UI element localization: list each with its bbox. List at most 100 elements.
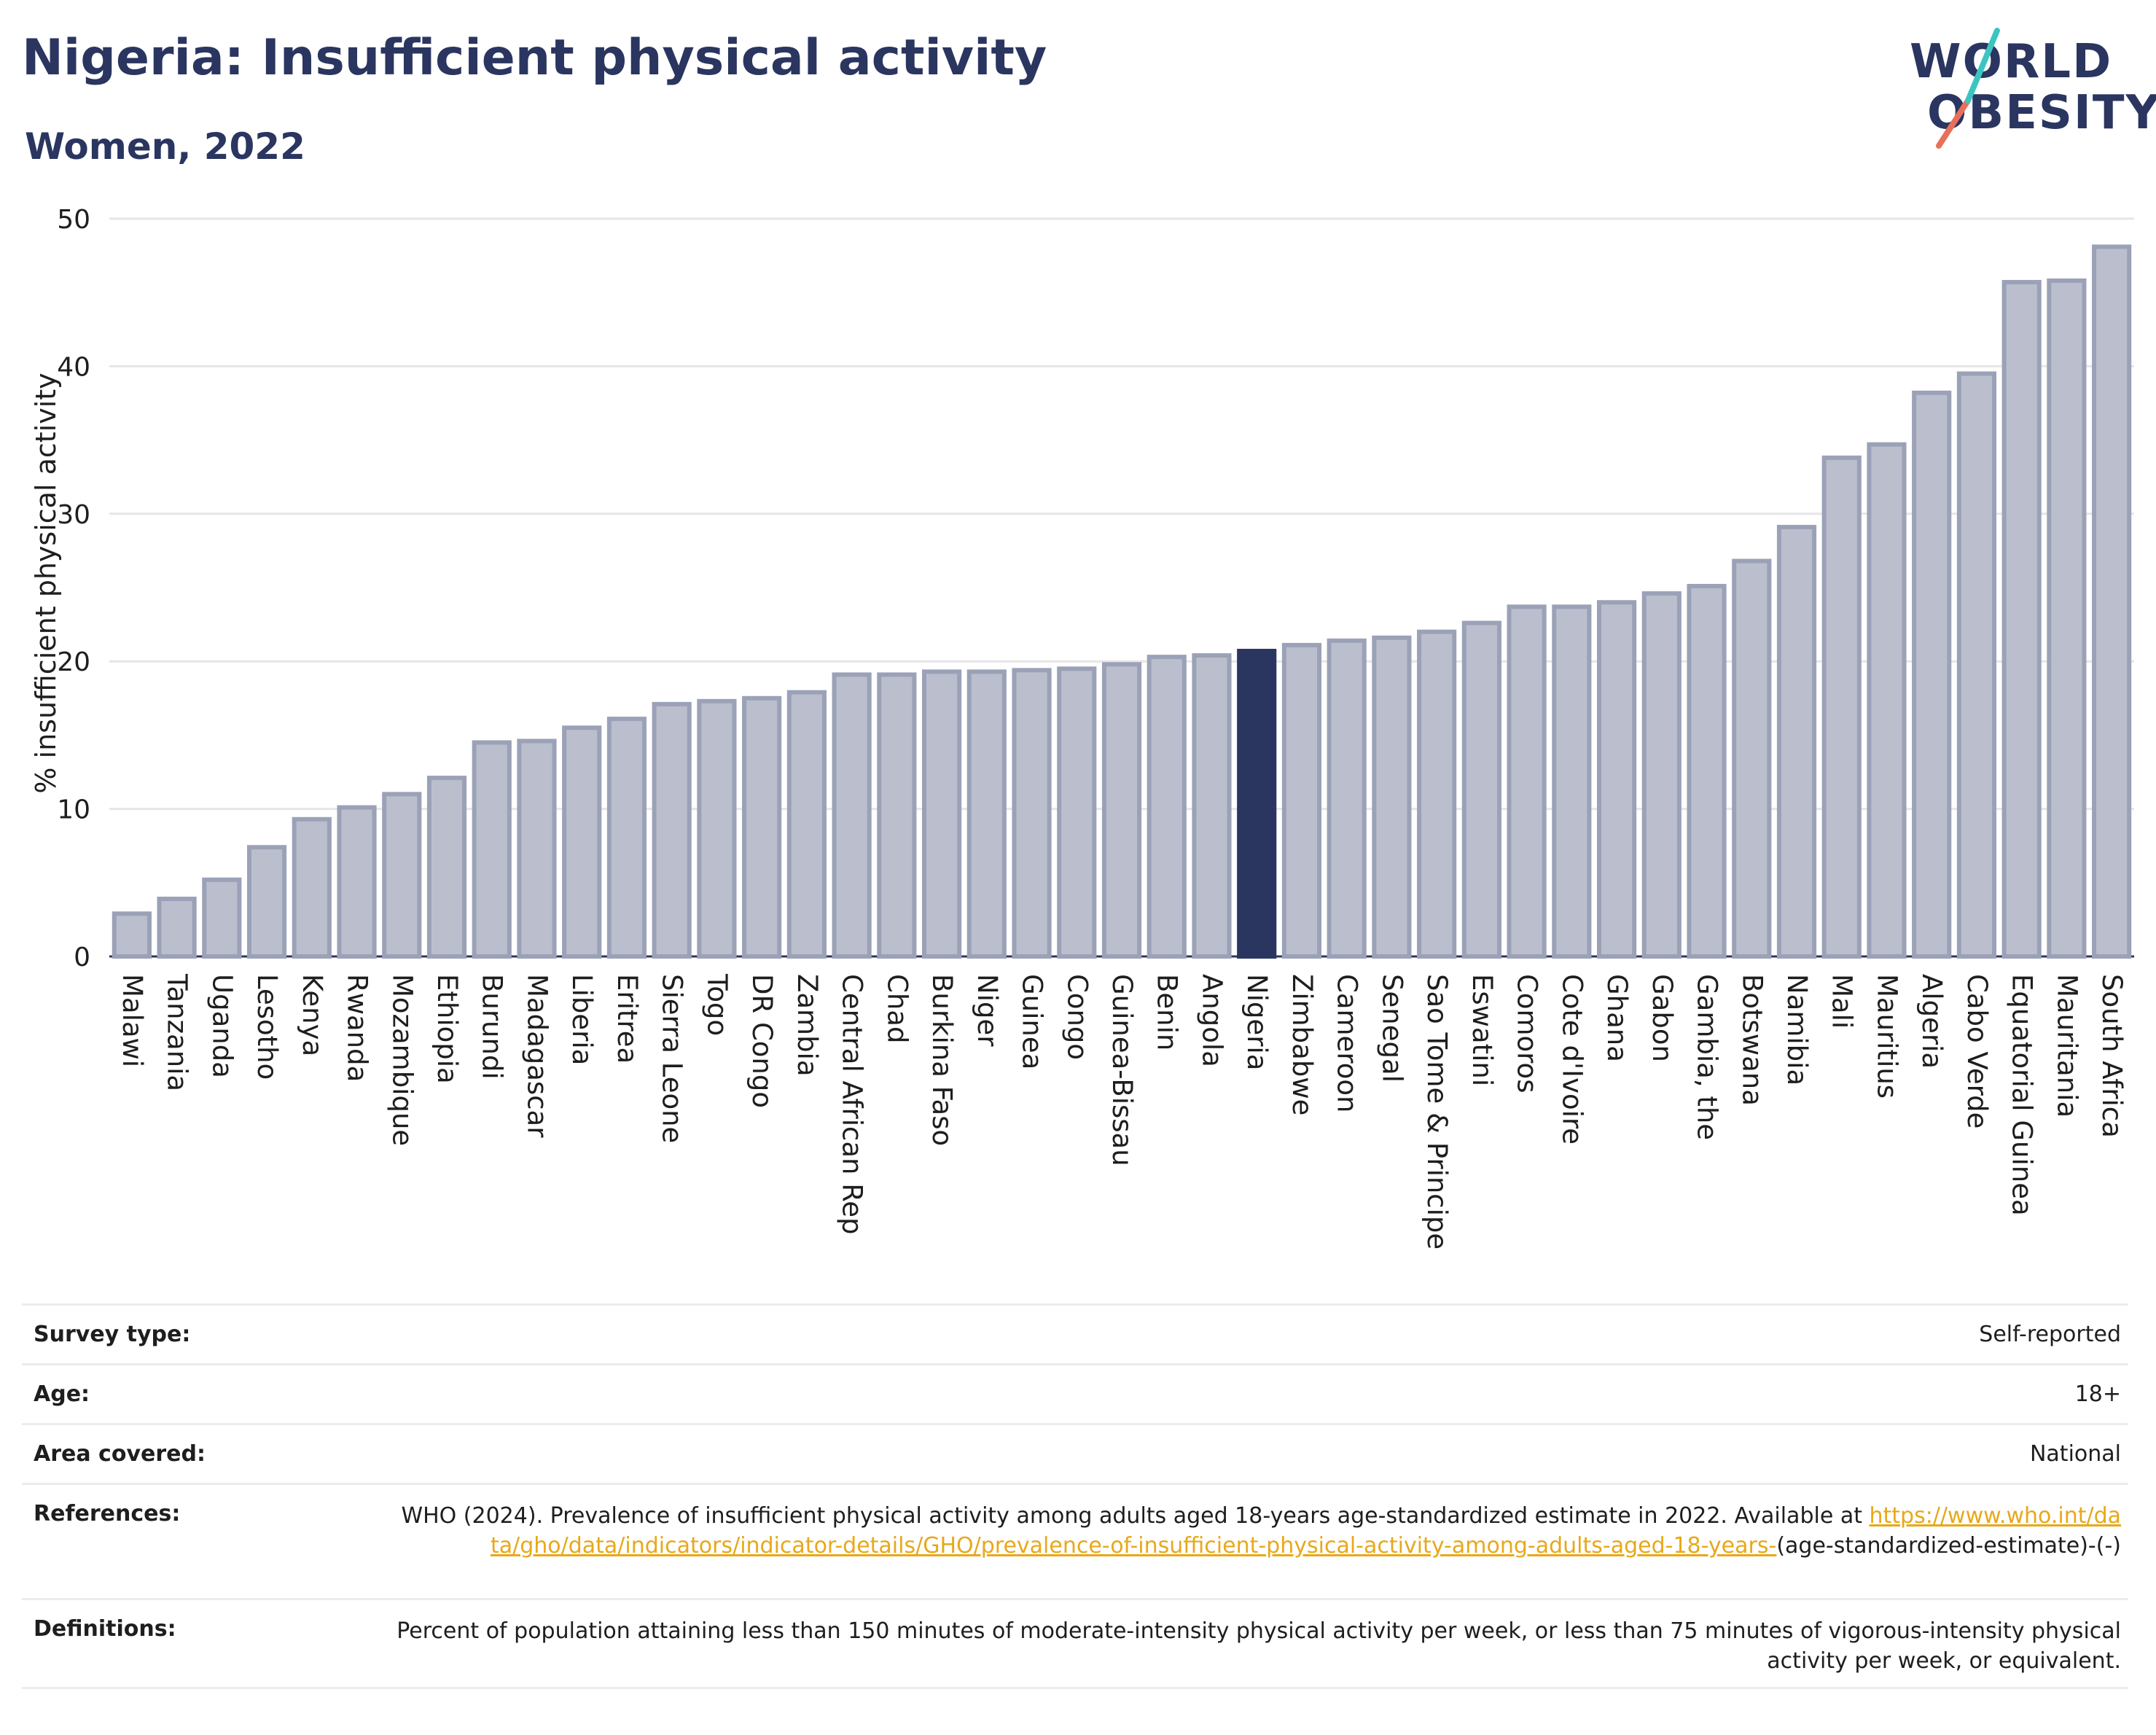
area-covered-value: National	[2029, 1441, 2121, 1467]
x-tick-label: Togo	[701, 973, 733, 1036]
bar-chad	[877, 672, 917, 959]
x-tick-label: Central African Rep	[837, 974, 868, 1235]
bar-gambia-the	[1687, 583, 1727, 959]
definitions-label: Definitions:	[34, 1616, 176, 1642]
y-tick-label: 20	[57, 647, 90, 677]
world-obesity-logo: WORLD OBESITY	[1895, 22, 2156, 153]
references-label: References:	[34, 1501, 181, 1527]
y-tick-label: 0	[74, 943, 90, 972]
x-tick-label: Burundi	[477, 974, 508, 1080]
x-tick-label: Eswatini	[1466, 974, 1498, 1086]
bar-cote-d-ivoire	[1552, 604, 1592, 959]
info-row-age: Age: 18+	[22, 1363, 2128, 1423]
x-tick-label: Rwanda	[342, 974, 373, 1082]
bar-chart: 0 10 20 30 40 50 Malawi Tanzania Uganda Lesotho K…	[30, 205, 2134, 1249]
bar-uganda	[202, 877, 242, 959]
x-tick-label: Eritrea	[612, 974, 643, 1064]
x-tick-label: Niger	[972, 974, 1003, 1047]
logo-line2: OBESITY	[1927, 86, 2156, 140]
x-tick-label: Ethiopia	[431, 974, 463, 1084]
x-tick-label: Equatorial Guinea	[2007, 974, 2038, 1216]
x-tick-label: Angola	[1196, 974, 1227, 1067]
bar-benin	[1147, 655, 1187, 959]
definitions-value: Percent of population attaining less tha…	[397, 1618, 2121, 1674]
x-tick-label: Mauritania	[2051, 974, 2082, 1118]
bar-guinea-bissau	[1101, 662, 1142, 959]
bar-congo	[1057, 666, 1097, 959]
bar-madagascar	[517, 738, 557, 959]
logo-line1: WORLD	[1910, 35, 2113, 89]
page-title: Nigeria: Insufficient physical activity	[22, 29, 1047, 87]
bar-angola	[1192, 653, 1232, 959]
bar-malawi	[112, 911, 152, 959]
bar-tanzania	[157, 897, 197, 959]
bar-ghana	[1596, 600, 1637, 959]
y-tick-label: 40	[57, 352, 90, 382]
bar-algeria	[1912, 390, 1952, 959]
age-value: 18+	[2074, 1381, 2121, 1407]
x-tick-label: Mauritius	[1871, 974, 1902, 1099]
x-tick-label: Algeria	[1916, 974, 1948, 1069]
bar-togo	[697, 698, 737, 959]
x-tick-label: Gabon	[1647, 974, 1678, 1062]
bar-gabon	[1641, 591, 1682, 959]
x-tick-label: Cabo Verde	[1961, 974, 1993, 1128]
bar-mozambique	[382, 792, 422, 959]
info-row-survey: Survey type: Self-reported	[22, 1303, 2128, 1363]
x-tick-label: Comoros	[1512, 974, 1543, 1093]
x-tick-label: Burkina Faso	[926, 974, 958, 1146]
bar-liberia	[562, 725, 602, 959]
x-tick-label: Nigeria	[1241, 974, 1273, 1070]
bar-eritrea	[606, 717, 647, 959]
bar-south-africa	[2092, 244, 2132, 959]
x-tick-label: Madagascar	[521, 974, 552, 1138]
y-tick-label: 10	[57, 795, 90, 825]
x-tick-label: Botswana	[1736, 974, 1768, 1106]
y-axis-label: % insufficient physical activity	[30, 373, 62, 793]
x-tick-label: Chad	[881, 974, 913, 1043]
x-tick-label: Guinea	[1017, 974, 1048, 1069]
references-text: WHO (2024). Prevalence of insufficient p…	[401, 1503, 1862, 1529]
x-tick-label: Ghana	[1601, 974, 1633, 1062]
bar-senegal	[1372, 635, 1412, 959]
x-tick-label: Senegal	[1376, 974, 1407, 1083]
bar-nigeria	[1237, 649, 1277, 959]
bar-sao-tome-principe	[1417, 629, 1457, 959]
x-tick-label: Kenya	[297, 974, 328, 1056]
bar-ethiopia	[426, 776, 467, 959]
x-tick-label: DR Congo	[746, 974, 778, 1108]
x-tick-labels: Malawi Tanzania Uganda Lesotho Kenya Rwanda Mo…	[117, 973, 2128, 1249]
bar-mauritania	[2047, 278, 2087, 959]
x-tick-label: Sierra Leone	[657, 974, 688, 1143]
x-tick-label: Cameroon	[1332, 974, 1363, 1112]
x-tick-label: South Africa	[2096, 974, 2128, 1138]
x-tick-label: Liberia	[566, 974, 598, 1065]
x-tick-label: Sao Tome & Principe	[1421, 974, 1453, 1249]
bar-equatorial-guinea	[2001, 280, 2042, 959]
bar-comoros	[1507, 604, 1547, 959]
bar-dr-congo	[742, 695, 782, 959]
y-tick-labels: 0 10 20 30 40 50	[57, 205, 90, 972]
x-tick-label: Uganda	[206, 974, 238, 1078]
info-row-references: References: WHO (2024). Prevalence of in…	[22, 1483, 2128, 1598]
bar-mali	[1821, 455, 1862, 959]
bar-cameroon	[1327, 638, 1367, 959]
bar-zimbabwe	[1281, 642, 1322, 959]
x-tick-label: Namibia	[1781, 974, 1813, 1085]
y-tick-label: 50	[57, 205, 90, 235]
bar-central-african-rep	[832, 672, 872, 959]
x-tick-label: Zambia	[792, 974, 823, 1077]
logo-slash-icon	[1936, 28, 2000, 149]
x-tick-label: Lesotho	[251, 974, 283, 1080]
info-row-area: Area covered: National	[22, 1423, 2128, 1483]
references-link[interactable]: https://www.who.int/data/gho/data/indica…	[490, 1503, 2121, 1559]
page-subtitle: Women, 2022	[25, 125, 305, 168]
bar-zambia	[786, 690, 827, 959]
bar-rwanda	[337, 805, 377, 959]
y-tick-label: 30	[57, 500, 90, 530]
bar-sierra-leone	[652, 701, 692, 959]
bar-cabo-verde	[1956, 371, 1997, 959]
bar-guinea	[1012, 668, 1052, 959]
info-table: Survey type: Self-reported Age: 18+ Area…	[22, 1303, 2128, 1689]
references-tail: (age-standardized-estimate)-(-)	[1776, 1533, 2121, 1559]
